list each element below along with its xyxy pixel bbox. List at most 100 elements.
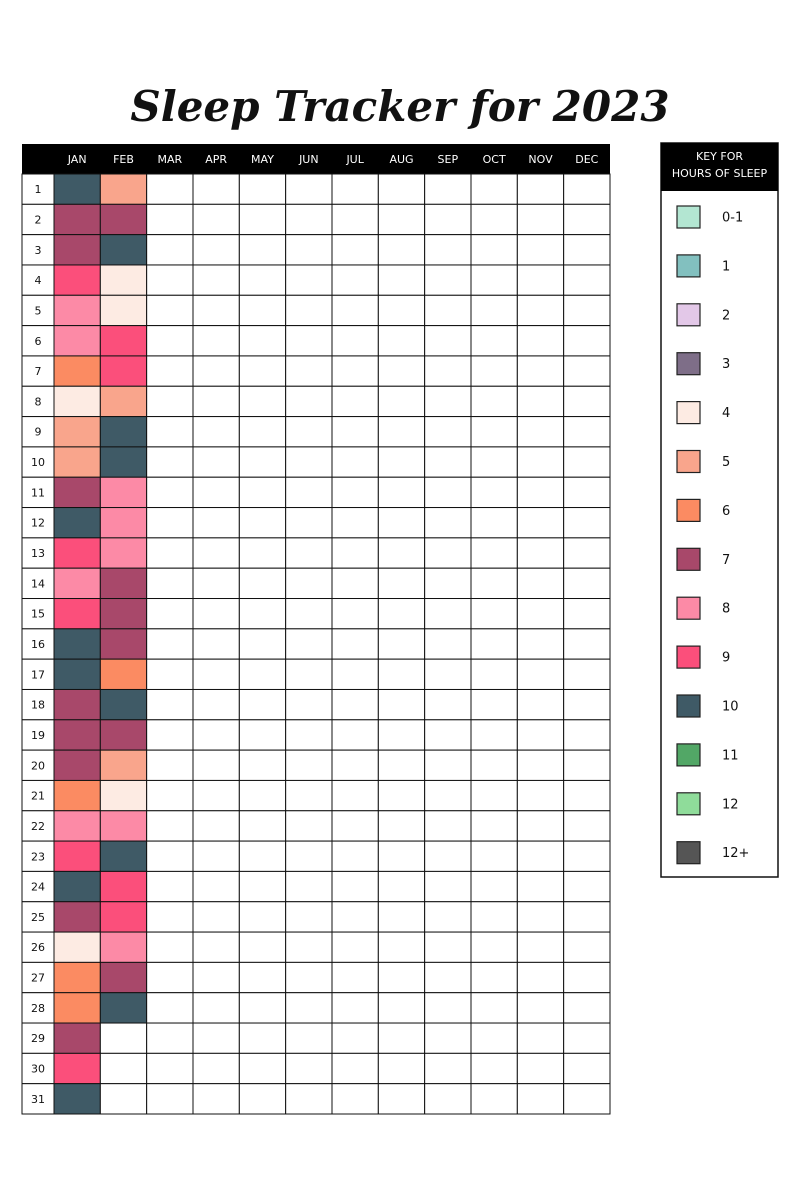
sleep-cell <box>99 264 148 296</box>
empty-cell <box>470 1052 518 1085</box>
key-swatch <box>676 449 701 474</box>
sleep-cell <box>53 810 101 842</box>
empty-cell <box>563 567 611 600</box>
empty-cell <box>285 234 333 266</box>
empty-cell <box>424 779 472 812</box>
empty-cell <box>516 870 565 903</box>
empty-cell <box>146 416 194 448</box>
empty-cell <box>146 203 194 236</box>
day-label: 30 <box>31 1063 45 1076</box>
sleep-cell <box>53 537 101 569</box>
empty-cell <box>516 507 565 539</box>
empty-cell <box>146 840 194 872</box>
empty-cell <box>470 476 518 509</box>
empty-cell <box>146 931 194 963</box>
empty-cell <box>285 1052 333 1085</box>
empty-cell <box>516 203 565 236</box>
empty-cell <box>377 567 426 600</box>
empty-cell <box>516 537 565 569</box>
sleep-cell <box>53 1052 101 1085</box>
empty-cell <box>331 719 379 751</box>
empty-cell <box>424 810 472 842</box>
empty-cell <box>516 416 565 448</box>
empty-cell <box>377 688 426 721</box>
day-label: 6 <box>35 335 42 348</box>
sleep-cell <box>53 446 101 478</box>
sleep-cell <box>99 507 148 539</box>
empty-cell <box>192 537 240 569</box>
empty-cell <box>285 719 333 751</box>
empty-cell <box>146 901 194 933</box>
empty-cell <box>146 1052 194 1085</box>
sleep-cell <box>53 961 101 994</box>
empty-cell <box>563 294 611 327</box>
sleep-cell <box>99 779 148 812</box>
empty-cell <box>331 537 379 569</box>
empty-cell <box>563 719 611 751</box>
day-label: 29 <box>31 1032 45 1045</box>
empty-cell <box>192 416 240 448</box>
month-label: SEP <box>438 153 459 166</box>
sleep-cell <box>99 416 148 448</box>
day-label: 17 <box>31 668 45 681</box>
empty-cell <box>331 749 379 781</box>
empty-cell <box>377 779 426 812</box>
day-label: 15 <box>31 608 45 621</box>
empty-cell <box>377 1052 426 1085</box>
empty-cell <box>470 931 518 963</box>
empty-cell <box>470 264 518 296</box>
empty-cell <box>285 355 333 387</box>
empty-cell <box>192 901 240 933</box>
sleep-cell <box>99 931 148 963</box>
empty-cell <box>192 203 240 236</box>
key-label: 12 <box>722 797 739 812</box>
empty-cell <box>377 416 426 448</box>
empty-cell <box>424 264 472 296</box>
sleep-cell <box>53 992 101 1024</box>
sleep-cell <box>99 992 148 1024</box>
empty-cell <box>146 628 194 660</box>
empty-cell <box>285 688 333 721</box>
empty-cell <box>238 749 287 781</box>
sleep-cell <box>99 567 148 600</box>
sleep-cell <box>99 870 148 903</box>
sleep-cell <box>99 173 148 205</box>
sleep-cell <box>53 598 101 630</box>
empty-cell <box>146 476 194 509</box>
empty-cell <box>377 264 426 296</box>
empty-cell <box>192 507 240 539</box>
empty-cell <box>470 628 518 660</box>
empty-cell <box>146 779 194 812</box>
empty-cell <box>470 537 518 569</box>
empty-cell <box>331 870 379 903</box>
key-label: 0-1 <box>722 211 743 226</box>
sleep-cell <box>53 628 101 660</box>
empty-cell <box>238 992 287 1024</box>
empty-cell <box>516 628 565 660</box>
empty-cell <box>146 719 194 751</box>
empty-cell <box>563 992 611 1024</box>
empty-cell <box>563 658 611 690</box>
day-label: 7 <box>35 365 42 378</box>
empty-cell <box>516 719 565 751</box>
empty-cell <box>146 385 194 418</box>
empty-cell <box>192 779 240 812</box>
empty-cell <box>424 537 472 569</box>
empty-cell <box>424 749 472 781</box>
empty-cell <box>238 476 287 509</box>
empty-cell <box>516 840 565 872</box>
empty-cell <box>424 628 472 660</box>
key-label: 8 <box>722 602 730 617</box>
empty-cell <box>516 385 565 418</box>
empty-cell <box>285 992 333 1024</box>
empty-cell <box>192 719 240 751</box>
empty-cell <box>146 567 194 600</box>
sleep-cell <box>53 658 101 690</box>
empty-cell <box>285 446 333 478</box>
sleep-cell <box>99 961 148 994</box>
empty-cell <box>331 446 379 478</box>
key-swatch <box>676 596 701 620</box>
month-label: FEB <box>113 153 134 166</box>
month-label: MAR <box>157 153 182 166</box>
